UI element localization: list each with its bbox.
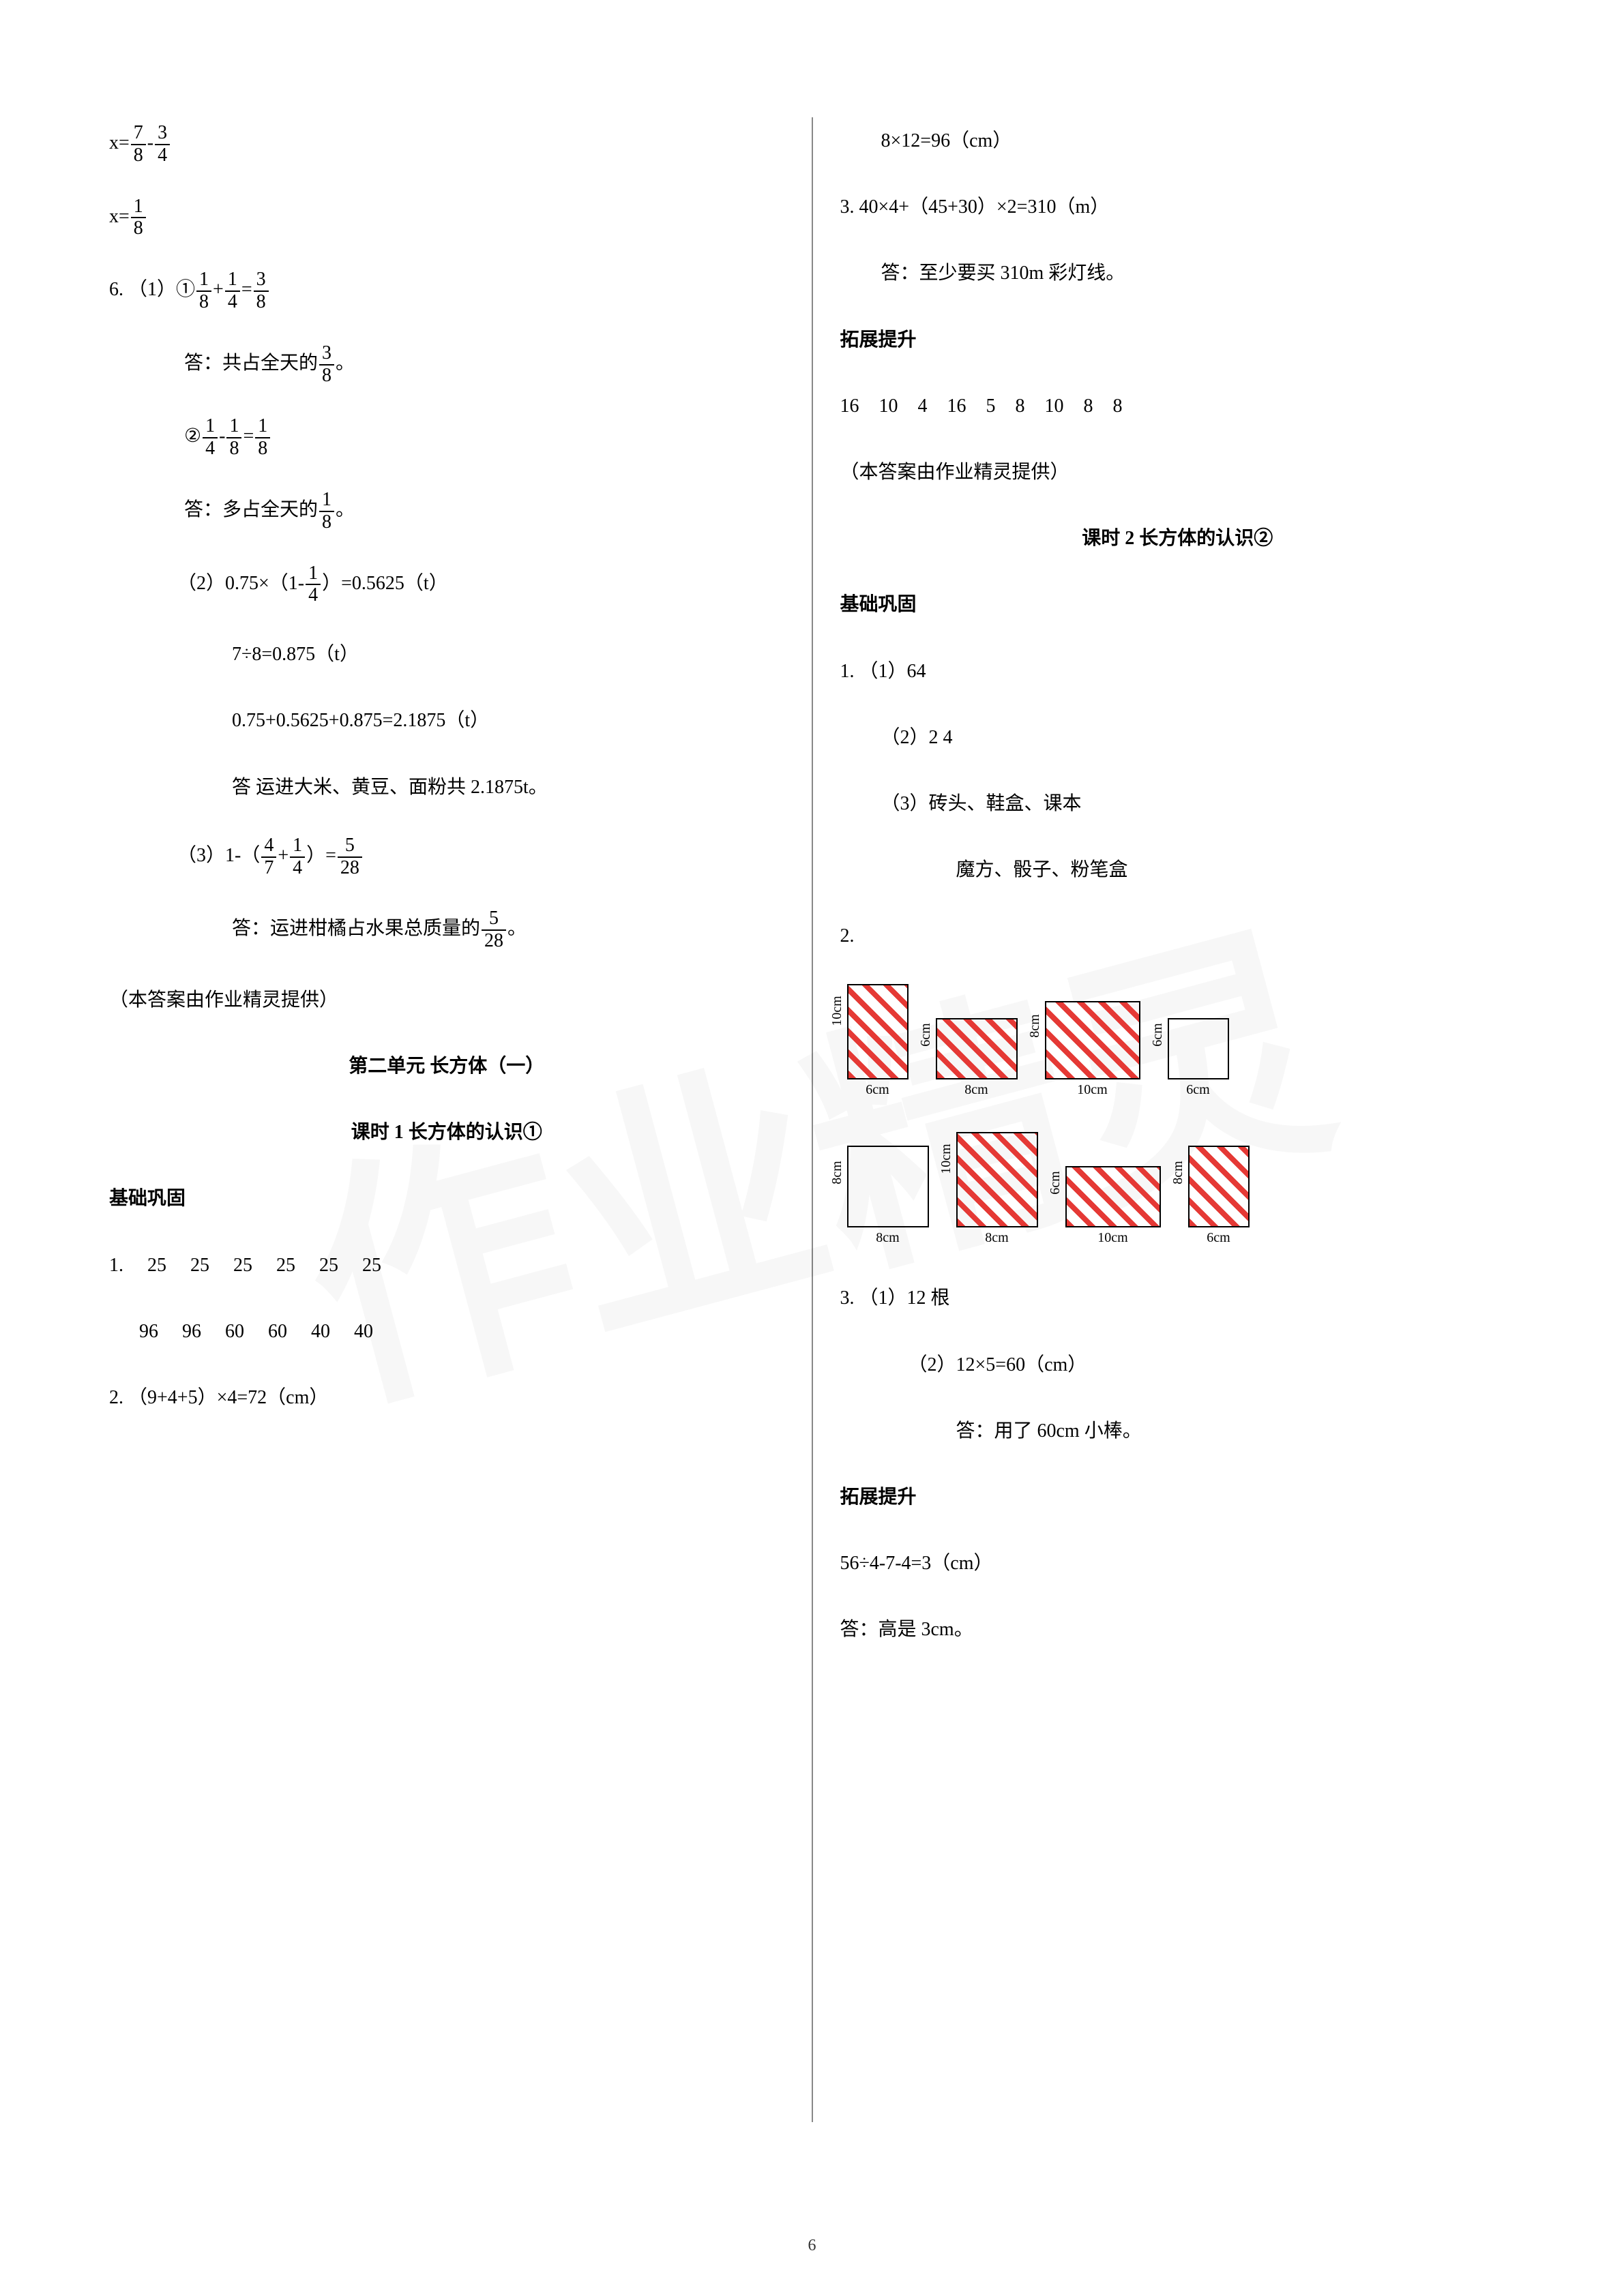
figure-box: 10cm6cm bbox=[847, 984, 909, 1098]
eq-line: x=78-34 bbox=[109, 123, 784, 166]
figure-rect bbox=[1168, 1018, 1229, 1079]
figure-box: 6cm8cm bbox=[936, 1018, 1018, 1098]
r3-ans: 答：用了 60cm 小棒。 bbox=[840, 1413, 1516, 1449]
figure-rect bbox=[956, 1132, 1038, 1227]
q1-row1: 1. 25 25 25 25 25 25 bbox=[109, 1247, 784, 1283]
r1-3: （3）砖头、鞋盒、课本 bbox=[840, 786, 1516, 822]
r1-3b: 魔方、骰子、粉笔盒 bbox=[840, 852, 1516, 888]
r-calc: 56÷4-7-4=3（cm） bbox=[840, 1545, 1516, 1581]
r3-1: 3. （1）12 根 bbox=[840, 1280, 1516, 1316]
figure-row-1: 10cm6cm6cm8cm8cm10cm6cm6cm bbox=[840, 984, 1516, 1098]
content-area: x=78-34 x=18 6. （1）①18+14=38 答：共占全天的38。 … bbox=[109, 123, 1515, 2122]
r-nums: 16 10 4 16 5 8 10 8 8 bbox=[840, 388, 1516, 424]
figure-box: 8cm6cm bbox=[1188, 1146, 1250, 1246]
fraction: 78 bbox=[131, 123, 146, 166]
fraction: 34 bbox=[155, 123, 170, 166]
figure-rect bbox=[1045, 1001, 1140, 1079]
unit-title: 第二单元 长方体（一） bbox=[109, 1048, 784, 1084]
section-jichu: 基础巩固 bbox=[109, 1180, 784, 1217]
r-q3: 3. 40×4+（45+30）×2=310（m） bbox=[840, 189, 1516, 225]
q6-2c: 0.75+0.5625+0.875=2.1875（t） bbox=[109, 702, 784, 739]
figure-box: 6cm10cm bbox=[1065, 1166, 1161, 1246]
r-top1: 8×12=96（cm） bbox=[840, 123, 1516, 159]
r2-label: 2. bbox=[840, 918, 1516, 954]
figure-label-left: 6cm bbox=[1048, 1171, 1063, 1194]
q6-2b: 7÷8=0.875（t） bbox=[109, 636, 784, 672]
figure-label-left: 6cm bbox=[918, 1023, 934, 1046]
figure-box: 8cm8cm bbox=[847, 1146, 929, 1246]
figure-label-left: 6cm bbox=[1150, 1023, 1166, 1046]
page-number: 6 bbox=[808, 2237, 816, 2255]
figure-label-bottom: 10cm bbox=[1065, 1230, 1161, 1246]
figure-rect bbox=[847, 1146, 929, 1227]
q6-1b-ans: 答：多占全天的18。 bbox=[109, 490, 784, 533]
section-jichu: 基础巩固 bbox=[840, 586, 1516, 623]
eq-lhs: x= bbox=[109, 132, 130, 153]
section-tuozhan: 拓展提升 bbox=[840, 322, 1516, 358]
eq-line: x=18 bbox=[109, 196, 784, 240]
figure-label-bottom: 6cm bbox=[1168, 1082, 1229, 1098]
figure-label-left: 10cm bbox=[829, 996, 845, 1026]
lesson1-title: 课时 1 长方体的认识① bbox=[109, 1114, 784, 1150]
q6-1b-line: ②14-18=18 bbox=[109, 416, 784, 460]
figure-label-left: 8cm bbox=[1027, 1015, 1043, 1038]
page: 作业精灵 x=78-34 x=18 6. （1）①18+14=38 答：共占全天… bbox=[0, 0, 1624, 2296]
figure-label-bottom: 8cm bbox=[936, 1082, 1018, 1098]
figure-row-2: 8cm8cm10cm8cm6cm10cm8cm6cm bbox=[840, 1132, 1516, 1246]
q6-2-line: （2）0.75×（1-14）=0.5625（t） bbox=[109, 563, 784, 607]
lesson2-title: 课时 2 长方体的认识② bbox=[840, 520, 1516, 556]
r-calc-ans: 答：高是 3cm。 bbox=[840, 1611, 1516, 1648]
figure-box: 6cm6cm bbox=[1168, 1018, 1229, 1098]
r3-2: （2）12×5=60（cm） bbox=[840, 1347, 1516, 1383]
figure-label-left: 8cm bbox=[829, 1161, 845, 1184]
figure-label-bottom: 10cm bbox=[1045, 1082, 1140, 1098]
figure-rect bbox=[1188, 1146, 1250, 1227]
q6-2-ans: 答 运进大米、黄豆、面粉共 2.1875t。 bbox=[109, 769, 784, 805]
figure-rect bbox=[936, 1018, 1018, 1079]
r-q3-ans: 答：至少要买 310m 彩灯线。 bbox=[840, 255, 1516, 291]
credit-text: （本答案由作业精灵提供） bbox=[109, 982, 784, 1018]
q2-line: 2. （9+4+5）×4=72（cm） bbox=[109, 1380, 784, 1416]
figure-rect bbox=[847, 984, 909, 1079]
figure-label-left: 8cm bbox=[1170, 1161, 1186, 1184]
figure-label-bottom: 6cm bbox=[1188, 1230, 1250, 1246]
r1-1: 1. （1）64 bbox=[840, 653, 1516, 689]
credit-text: （本答案由作业精灵提供） bbox=[840, 454, 1516, 490]
figure-label-bottom: 6cm bbox=[847, 1082, 909, 1098]
q6-3-line: （3）1-（47+14）=528 bbox=[109, 835, 784, 879]
figure-box: 8cm10cm bbox=[1045, 1001, 1140, 1098]
figure-rect bbox=[1065, 1166, 1161, 1227]
q6-1-ans: 答：共占全天的38。 bbox=[109, 343, 784, 387]
fraction: 18 bbox=[131, 196, 146, 240]
right-column: 8×12=96（cm） 3. 40×4+（45+30）×2=310（m） 答：至… bbox=[813, 123, 1516, 2122]
q6-3-ans: 答：运进柑橘占水果总质量的528。 bbox=[109, 908, 784, 952]
figure-label-left: 10cm bbox=[939, 1144, 954, 1174]
q6-1-line: 6. （1）①18+14=38 bbox=[109, 269, 784, 313]
figure-label-bottom: 8cm bbox=[956, 1230, 1038, 1246]
figure-label-bottom: 8cm bbox=[847, 1230, 929, 1246]
figure-box: 10cm8cm bbox=[956, 1132, 1038, 1246]
r1-2: （2）2 4 bbox=[840, 719, 1516, 756]
left-column: x=78-34 x=18 6. （1）①18+14=38 答：共占全天的38。 … bbox=[109, 123, 812, 2122]
section-tuozhan: 拓展提升 bbox=[840, 1479, 1516, 1515]
q1-row2: 96 96 60 60 40 40 bbox=[109, 1313, 784, 1350]
